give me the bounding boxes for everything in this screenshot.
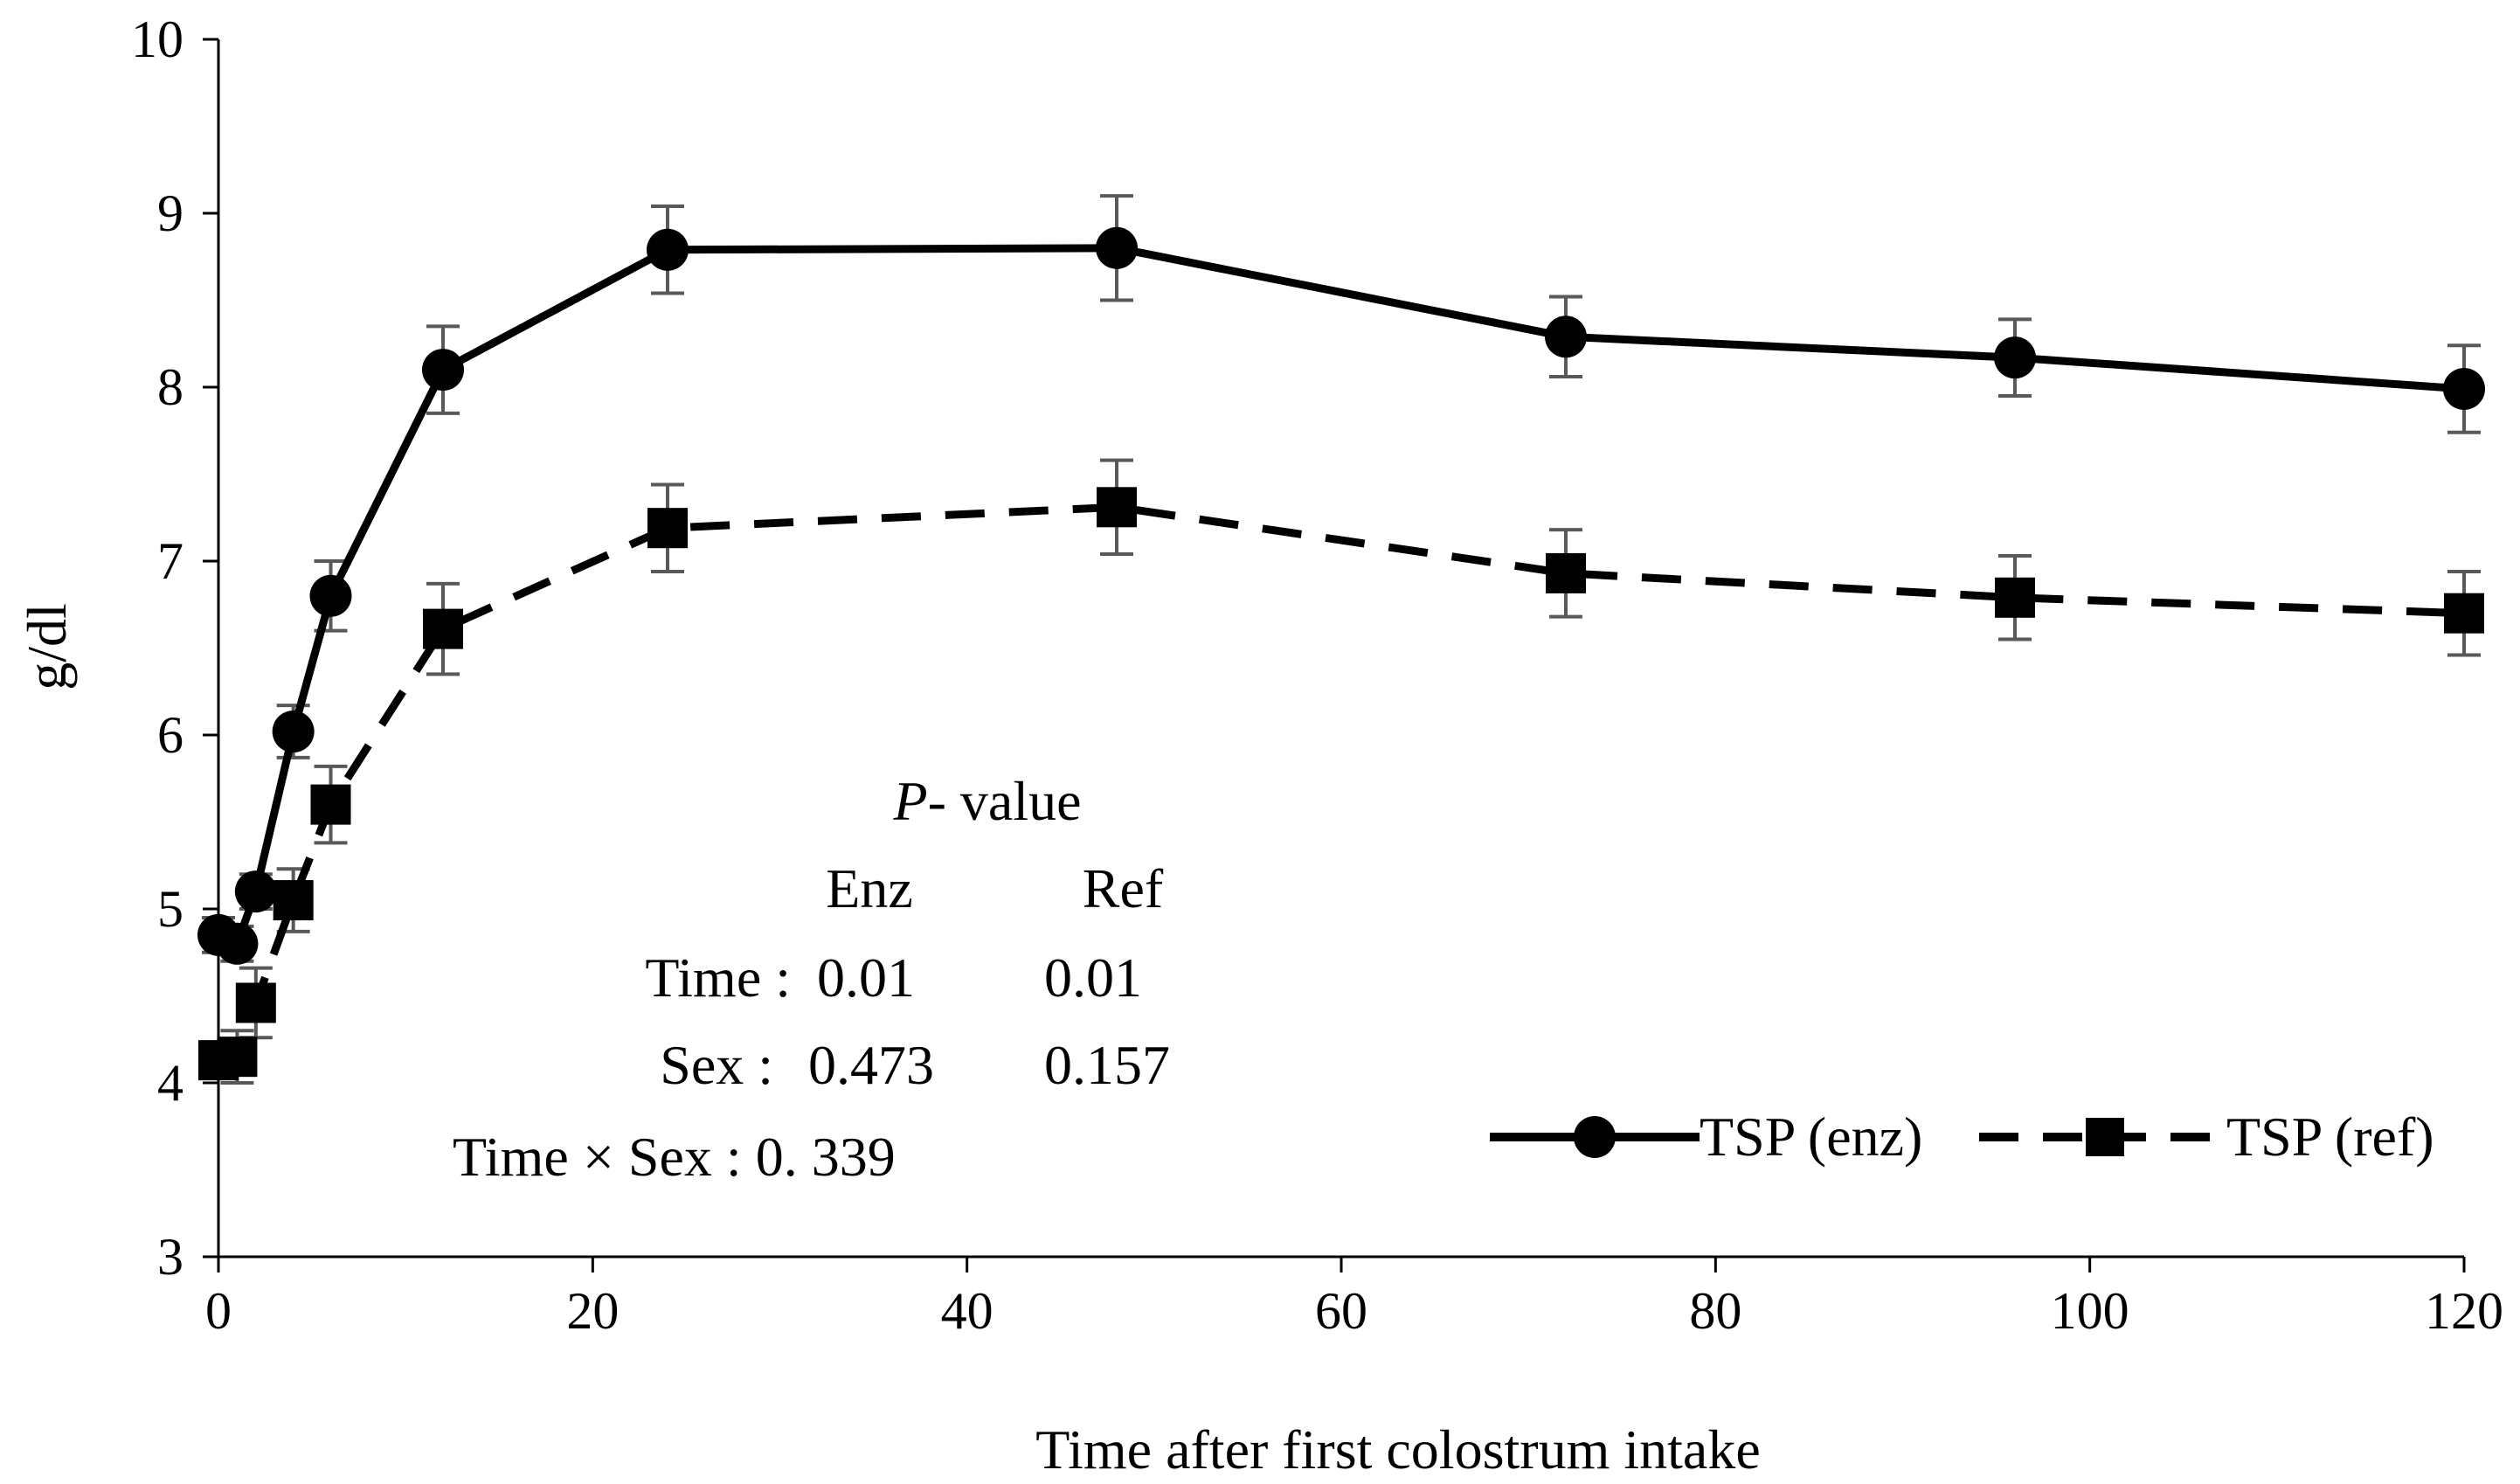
column-header-enz: Enz [826,857,913,919]
data-point [1995,577,2035,618]
time-enz-value: 0.01 [817,947,915,1009]
y-tick-label: 7 [157,532,183,590]
time-row-label: Time : [645,947,791,1009]
y-tick-label: 9 [157,184,183,242]
legend-marker-ref [2086,1118,2124,1156]
data-point [1097,487,1137,528]
x-tick-label: 40 [941,1282,993,1340]
x-tick-label: 0 [205,1282,232,1340]
data-point [1096,226,1138,269]
sex-ref-value: 0.157 [1044,1034,1170,1096]
x-axis-title: Time after first colostrum intake [1035,1418,1760,1481]
p-value-title: P- value [893,770,1082,832]
series-line [218,503,2465,1064]
legend-label-ref: TSP (ref) [2226,1106,2434,1168]
x-tick-label: 80 [1689,1282,1741,1340]
data-point [273,880,314,921]
series-layer [197,194,2485,1085]
y-tick-label: 10 [131,10,183,68]
data-point [309,574,352,617]
x-tick-label: 60 [1315,1282,1367,1340]
x-tick-label: 120 [2425,1282,2503,1340]
data-point [1545,316,1587,358]
data-point [423,608,463,649]
legend: TSP (enz) TSP (ref) [1490,1106,2434,1168]
y-tick-label: 4 [157,1054,183,1112]
x-tick-label: 20 [566,1282,619,1340]
data-point [217,1037,258,1078]
sex-enz-value: 0.473 [808,1034,934,1096]
data-point [2444,593,2484,634]
interaction-row: Time × Sex : 0. 339 [453,1126,896,1188]
data-point [272,711,315,753]
data-point [216,922,259,965]
y-tick-label: 8 [157,358,183,416]
y-tick-label: 5 [157,880,183,938]
data-point [235,982,276,1023]
data-point [1994,336,2036,379]
y-tick-label: 3 [157,1228,183,1286]
legend-label-enz: TSP (enz) [1700,1106,1922,1168]
data-point [234,870,277,913]
time-ref-value: 0.01 [1044,947,1142,1009]
p-value-title-italic: P [893,770,928,832]
series-ref [198,458,2484,1085]
data-point [647,508,688,549]
data-point [2443,367,2485,410]
p-value-title-rest: - value [928,770,1082,832]
column-header-ref: Ref [1083,857,1164,919]
x-tick-label: 100 [2051,1282,2129,1340]
series-enz [197,194,2485,965]
sex-row-label: Sex : [660,1034,773,1096]
data-point [422,349,464,392]
y-tick-label: 6 [157,706,183,764]
y-axis-title: g/dl [16,603,78,690]
legend-marker-enz [1574,1116,1616,1158]
data-point [310,784,351,825]
data-point [1546,552,1586,593]
data-point [647,228,689,271]
p-value-annotation: P- value Enz Ref Time : 0.01 0.01 Sex : … [453,770,1170,1188]
